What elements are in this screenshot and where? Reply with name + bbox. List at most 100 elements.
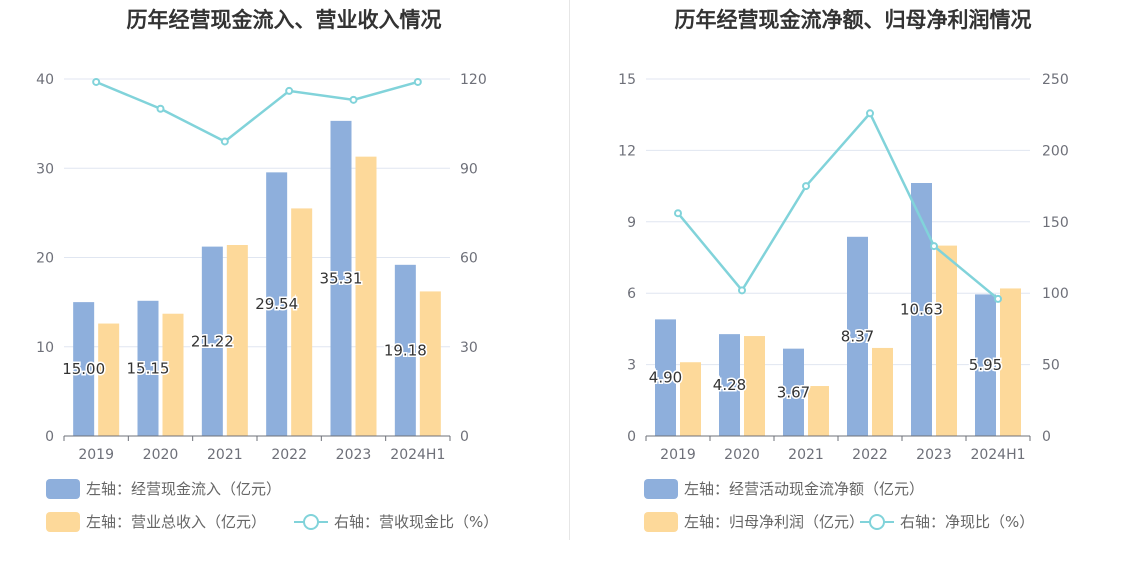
legend-item-bar2[interactable]: 左轴：归母净利润（亿元） xyxy=(644,511,864,532)
x-tick-label: 2019 xyxy=(660,447,696,463)
legend-label: 左轴：营业总收入（亿元） xyxy=(86,513,267,531)
bar-2023-series1 xyxy=(911,183,932,436)
y-left-tick-label: 15 xyxy=(618,72,636,88)
bar-2023-series2 xyxy=(355,156,377,436)
bar-2021-series1 xyxy=(783,348,804,436)
legend-swatch-blue xyxy=(46,478,80,499)
line-point-2021 xyxy=(220,137,229,146)
y-left-tick-label: 0 xyxy=(627,429,636,445)
bar-2024H1-series2 xyxy=(419,291,441,436)
x-tick-label: 2020 xyxy=(143,447,179,463)
x-tick-label: 2021 xyxy=(207,447,243,463)
y-left-tick-label: 9 xyxy=(627,215,636,231)
bar-2021-series2 xyxy=(808,386,829,436)
bar-2019-series2 xyxy=(98,323,120,436)
x-tick-label: 2020 xyxy=(724,447,760,463)
bar-2022-series2 xyxy=(291,208,313,436)
y-right-tick-label: 60 xyxy=(460,251,478,267)
x-tick-label: 2019 xyxy=(78,447,114,463)
bar-2021-series1 xyxy=(201,246,223,436)
chart-title: 历年经营现金流入、营业收入情况 xyxy=(126,8,442,32)
data-label: 3.67 xyxy=(777,383,810,401)
legend-item-line[interactable]: 右轴：营收现金比（%） xyxy=(294,511,498,532)
y-right-tick-label: 120 xyxy=(460,72,487,88)
legend-swatch-line xyxy=(294,512,328,532)
chart-legend: 左轴：经营活动现金流净额（亿元） 左轴：归母净利润（亿元） 右轴：净现比（%） xyxy=(644,478,1124,538)
y-left-tick-label: 30 xyxy=(36,161,54,177)
line-point-2024H1 xyxy=(413,77,422,86)
legend-label: 左轴：经营现金流入（亿元） xyxy=(86,480,282,498)
legend-label: 左轴：经营活动现金流净额（亿元） xyxy=(684,480,925,498)
x-tick-label: 2023 xyxy=(916,447,952,463)
bar-2022-series1 xyxy=(266,172,288,436)
data-label: 4.28 xyxy=(713,376,746,394)
legend-label: 右轴：净现比（%） xyxy=(900,513,1035,531)
y-right-tick-label: 250 xyxy=(1042,72,1069,88)
legend-swatch-blue xyxy=(644,478,678,499)
bar-2020-series1 xyxy=(137,300,159,436)
bar-2020-series2 xyxy=(744,336,765,436)
data-label: 15.15 xyxy=(127,359,170,377)
x-tick-label: 2024H1 xyxy=(390,447,445,463)
legend-item-bar1[interactable]: 左轴：经营活动现金流净额（亿元） xyxy=(644,478,924,499)
bar-2019-series1 xyxy=(655,319,676,436)
line-point-2022 xyxy=(285,86,294,95)
bar-2020-series2 xyxy=(162,313,184,436)
x-tick-label: 2023 xyxy=(336,447,372,463)
bar-2019-series1 xyxy=(73,302,95,436)
data-label: 4.90 xyxy=(649,369,682,387)
data-label: 10.63 xyxy=(900,301,943,319)
x-tick-label: 2021 xyxy=(788,447,824,463)
line-point-2020 xyxy=(156,104,165,113)
chart-plot-cash-inflow: 0 10 20 30 40 0 30 60 90 120 2019 15.00 2020 15.15 202… xyxy=(36,72,487,463)
data-label: 15.00 xyxy=(62,360,105,378)
line-point-2023 xyxy=(930,242,938,251)
line-point-2022 xyxy=(866,109,874,118)
line-point-2021 xyxy=(802,182,810,191)
legend-item-bar2[interactable]: 左轴：营业总收入（亿元） xyxy=(46,511,266,532)
x-tick-label: 2022 xyxy=(852,447,888,463)
line-series xyxy=(677,111,999,300)
chart-plot-net-cash: 0369121505010015020025020194.9020204.282… xyxy=(618,72,1069,463)
data-label: 8.37 xyxy=(841,327,874,345)
bar-2024H1-series1 xyxy=(975,294,996,436)
line-point-2019 xyxy=(92,77,101,86)
bar-2023-series2 xyxy=(936,245,957,436)
y-left-tick-label: 6 xyxy=(627,286,636,302)
bar-2022-series1 xyxy=(847,236,868,436)
y-right-tick-label: 0 xyxy=(460,429,469,445)
bar-2023-series1 xyxy=(330,120,352,437)
legend-swatch-yellow xyxy=(644,511,678,532)
y-right-tick-label: 50 xyxy=(1042,358,1060,374)
y-right-tick-label: 100 xyxy=(1042,286,1069,302)
data-label: 35.31 xyxy=(320,269,363,287)
y-right-tick-label: 90 xyxy=(460,161,478,177)
legend-item-bar1[interactable]: 左轴：经营现金流入（亿元） xyxy=(46,478,281,499)
data-label: 5.95 xyxy=(969,356,1002,374)
bar-2019-series2 xyxy=(680,362,701,436)
y-left-tick-label: 3 xyxy=(627,358,636,374)
y-right-tick-label: 0 xyxy=(1042,429,1051,445)
bar-2020-series1 xyxy=(719,334,740,436)
legend-label: 右轴：营收现金比（%） xyxy=(334,513,499,531)
bar-2024H1-series1 xyxy=(394,264,416,436)
bar-2022-series2 xyxy=(872,347,893,436)
bar-2021-series2 xyxy=(226,245,248,436)
data-label: 21.22 xyxy=(191,332,234,350)
x-tick-label: 2024H1 xyxy=(970,447,1025,463)
y-left-tick-label: 40 xyxy=(36,72,54,88)
legend-swatch-yellow xyxy=(46,511,80,532)
chart-panel-cash-inflow: 历年经营现金流入、营业收入情况 0 10 20 30 40 0 30 60 90 120 2019 1… xyxy=(36,8,566,538)
y-left-tick-label: 10 xyxy=(36,340,54,356)
legend-item-line[interactable]: 右轴：净现比（%） xyxy=(860,511,1034,532)
line-point-2020 xyxy=(738,286,746,295)
line-series xyxy=(95,80,419,143)
line-point-2023 xyxy=(349,95,358,104)
y-left-tick-label: 20 xyxy=(36,251,54,267)
y-right-tick-label: 200 xyxy=(1042,143,1069,159)
x-tick-label: 2022 xyxy=(271,447,307,463)
line-point-2024H1 xyxy=(994,294,1002,303)
chart-panel-net-cash: 历年经营现金流净额、归母净利润情况 0 3 6 9 12 15 0 50 100 150 200 25… xyxy=(572,0,1134,582)
chart-legend: 左轴：经营现金流入（亿元） 左轴：营业总收入（亿元） 右轴：营收现金比（%） xyxy=(46,478,566,538)
data-label: 19.18 xyxy=(384,341,427,359)
